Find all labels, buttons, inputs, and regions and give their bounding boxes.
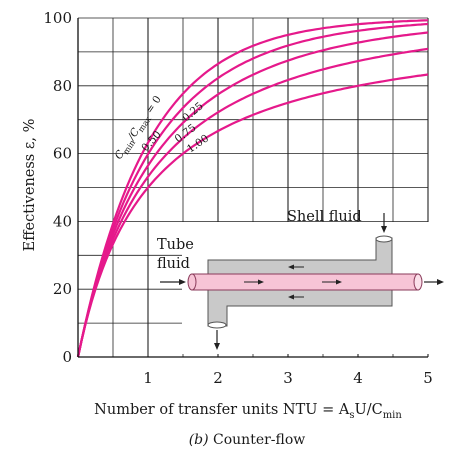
- shell-outlet-nozzle: [375, 235, 393, 243]
- x-axis-title: Number of transfer units NTU = AsU/Cmin: [94, 402, 402, 421]
- series-line-0-50: [76, 31, 429, 358]
- heat-exchanger-diagram: Shell fluid Tube fluid: [157, 209, 444, 354]
- x-tick-label: 4: [353, 369, 363, 387]
- y-tick-label: 100: [43, 9, 72, 27]
- curves: [76, 19, 429, 358]
- curve-label-0-25: 0.25: [180, 100, 206, 124]
- series-line-0-25: [76, 22, 429, 358]
- y-tick-label: 20: [53, 280, 72, 298]
- tube-flow-arrow-2: [322, 279, 342, 285]
- shell-inlet-nozzle: [207, 321, 227, 329]
- x-tick-label: 3: [283, 369, 293, 387]
- shell-fluid-label: Shell fluid: [287, 209, 362, 225]
- y-tick-label: 0: [62, 348, 72, 366]
- tube-inlet-end: [187, 273, 197, 291]
- y-tick-label: 80: [53, 77, 72, 95]
- x-tick-label: 2: [213, 369, 223, 387]
- axes: [77, 18, 428, 358]
- shell-flow-arrow-top: [288, 264, 304, 270]
- x-tick-label: 5: [423, 369, 433, 387]
- y-tick-label: 40: [53, 212, 72, 230]
- series-line-1-00: [76, 73, 429, 358]
- tube-flow-arrow-1: [244, 279, 264, 285]
- chart-caption: (b) Counter-flow: [189, 432, 306, 448]
- series-line-0-75: [76, 47, 429, 358]
- y-tick-label: 60: [53, 145, 72, 163]
- tube-outlet-arrow: [424, 279, 444, 285]
- shell-flow-arrow-bottom: [288, 294, 304, 300]
- tube-fluid-label-line1: Tube: [157, 237, 194, 253]
- shell-outlet-arrow: [214, 330, 220, 350]
- shell-inlet-arrow: [381, 213, 387, 233]
- tube-fluid-label-line2: fluid: [157, 256, 190, 272]
- tick-labels: 1 2 3 4 5 0 20 40 60 80 100: [43, 9, 432, 387]
- y-axis-title: Effectiveness ε, %: [22, 119, 38, 252]
- tube-outlet-end: [413, 273, 423, 291]
- x-tick-label: 1: [143, 369, 153, 387]
- tube-inlet-arrow: [160, 279, 186, 285]
- tube: [191, 273, 419, 291]
- series-line-0: [76, 19, 429, 358]
